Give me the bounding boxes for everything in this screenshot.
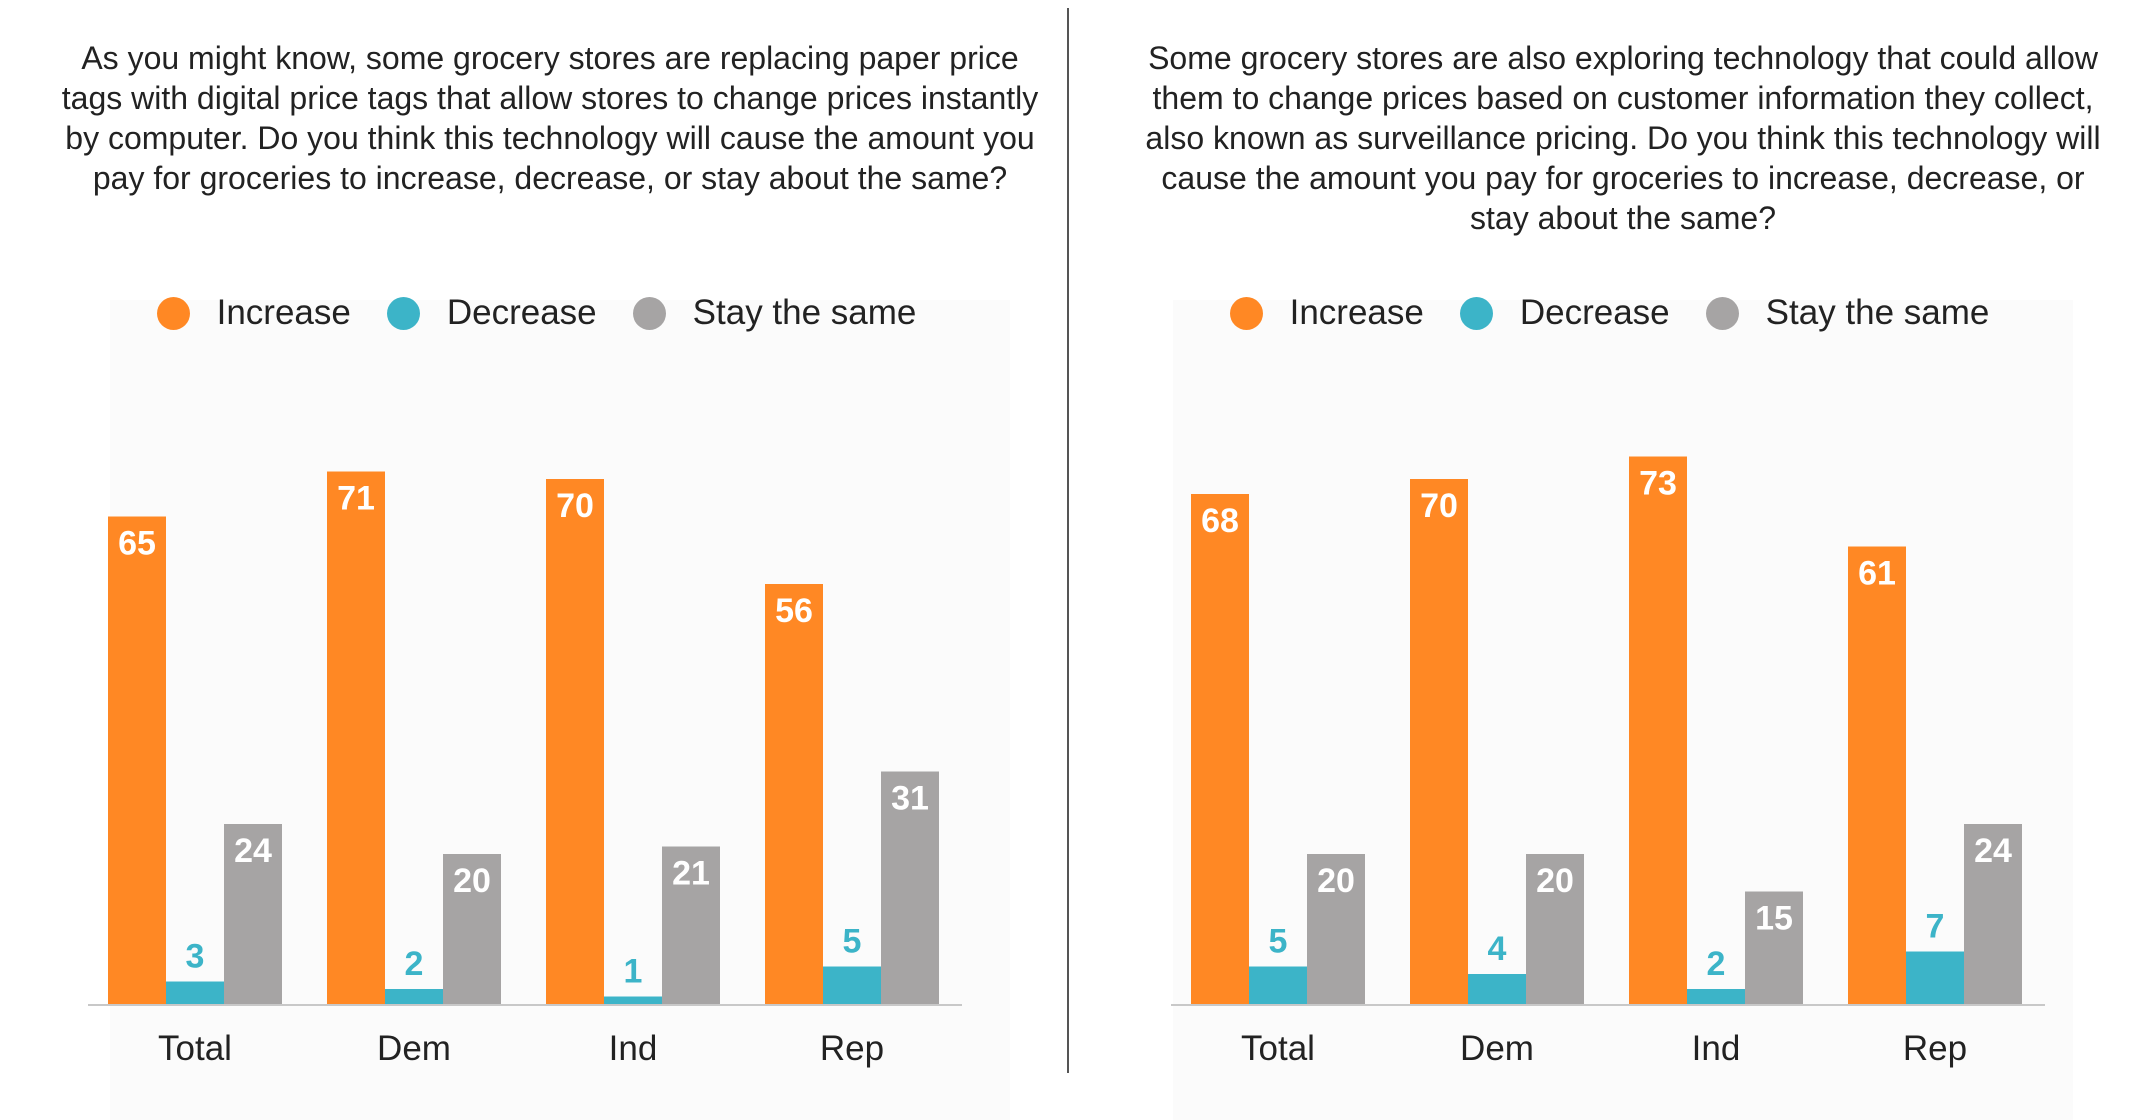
legend-label-decrease: Decrease: [446, 293, 597, 332]
legend-swatch-decrease: [1459, 296, 1493, 330]
data-label-decrease-ind: 1: [624, 953, 643, 991]
bar-decrease-dem: [385, 989, 443, 1004]
data-label-stay-the-same-dem: 20: [1536, 862, 1574, 900]
data-label-stay-the-same-ind: 15: [1755, 900, 1793, 938]
legend-label-stay-the-same: Stay the same: [692, 293, 917, 332]
category-label-ind: Ind: [609, 1029, 658, 1068]
category-label-total: Total: [158, 1029, 232, 1068]
bar-increase-dem: [1410, 479, 1468, 1004]
legend-label-increase: Increase: [1289, 293, 1424, 332]
chart-panel-left: As you might know, some grocery stores a…: [0, 40, 1073, 1068]
bar-stay-the-same-total: [1307, 854, 1365, 1004]
bar-increase-dem: [327, 471, 385, 1004]
legend-item-increase: Increase: [1229, 293, 1424, 333]
data-label-increase-total: 68: [1201, 502, 1239, 540]
bar-chart: 65 3 24 Total 71 2 20 Dem 70 1 21 Ind 56 5 31 Rep: [88, 471, 962, 1068]
bar-increase-total: [108, 516, 166, 1004]
category-label-ind: Ind: [1692, 1029, 1741, 1068]
chart-panel-right: Some grocery stores are also exploring t…: [1073, 0, 2146, 1120]
legend-swatch-stay-the-same: [632, 296, 666, 330]
data-label-increase-ind: 73: [1639, 465, 1677, 503]
legend-label-increase: Increase: [216, 293, 351, 332]
legend-swatch-increase: [156, 296, 190, 330]
category-label-dem: Dem: [1460, 1029, 1534, 1068]
chart-title: As you might know, some grocery stores a…: [61, 40, 1039, 196]
bar-decrease-dem: [1468, 974, 1526, 1004]
bar-increase-ind: [1629, 456, 1687, 1004]
data-label-stay-the-same-ind: 21: [672, 855, 710, 893]
bar-decrease-rep: [1906, 951, 1964, 1004]
data-label-increase-dem: 70: [1420, 487, 1458, 525]
legend-label-stay-the-same: Stay the same: [1765, 293, 1990, 332]
bar-increase-ind: [546, 479, 604, 1004]
data-label-stay-the-same-total: 20: [1317, 862, 1355, 900]
bar-stay-the-same-rep: [881, 771, 939, 1004]
category-label-dem: Dem: [377, 1029, 451, 1068]
legend-swatch-increase: [1229, 296, 1263, 330]
category-label-rep: Rep: [820, 1029, 884, 1068]
bar-increase-total: [1191, 494, 1249, 1004]
legend-item-decrease: Decrease: [386, 293, 597, 333]
data-label-increase-dem: 71: [337, 480, 375, 518]
bar-decrease-ind: [1687, 989, 1745, 1004]
data-label-decrease-total: 5: [1269, 923, 1288, 961]
bar-decrease-ind: [604, 996, 662, 1004]
legend-swatch-decrease: [386, 296, 420, 330]
panel-divider: [1067, 8, 1069, 1073]
data-label-increase-ind: 70: [556, 487, 594, 525]
chart-title: Some grocery stores are also exploring t…: [1145, 40, 2101, 236]
legend-label-decrease: Decrease: [1519, 293, 1670, 332]
data-label-increase-rep: 61: [1858, 555, 1896, 593]
legend-item-stay-the-same: Stay the same: [632, 293, 917, 333]
data-label-increase-rep: 56: [775, 592, 813, 630]
bar-chart: 68 5 20 Total 70 4 20 Dem 73 2 15 Ind 61 7 24 Rep: [1171, 456, 2045, 1068]
legend-item-decrease: Decrease: [1459, 293, 1670, 333]
bar-stay-the-same-rep: [1964, 824, 2022, 1004]
data-label-decrease-dem: 2: [405, 945, 424, 983]
bar-increase-rep: [765, 584, 823, 1004]
data-label-decrease-dem: 4: [1488, 930, 1507, 968]
bar-stay-the-same-total: [224, 824, 282, 1004]
data-label-stay-the-same-rep: 24: [1974, 832, 2012, 870]
data-label-increase-total: 65: [118, 525, 156, 563]
bar-increase-rep: [1848, 546, 1906, 1004]
category-label-rep: Rep: [1903, 1029, 1967, 1068]
data-label-decrease-rep: 7: [1926, 908, 1945, 946]
legend-swatch-stay-the-same: [1705, 296, 1739, 330]
data-label-stay-the-same-dem: 20: [453, 862, 491, 900]
data-label-stay-the-same-total: 24: [234, 832, 272, 870]
data-label-decrease-total: 3: [186, 938, 205, 976]
bar-decrease-rep: [823, 966, 881, 1004]
bar-stay-the-same-ind: [1745, 891, 1803, 1004]
data-label-decrease-ind: 2: [1707, 945, 1726, 983]
data-label-stay-the-same-rep: 31: [891, 780, 929, 818]
bar-stay-the-same-ind: [662, 846, 720, 1004]
bar-stay-the-same-dem: [1526, 854, 1584, 1004]
chart-legend: Increase Decrease Stay the same: [0, 293, 1073, 333]
bar-stay-the-same-dem: [443, 854, 501, 1004]
bar-decrease-total: [1249, 966, 1307, 1004]
category-label-total: Total: [1241, 1029, 1315, 1068]
bar-decrease-total: [166, 981, 224, 1004]
legend-item-increase: Increase: [156, 293, 351, 333]
data-label-decrease-rep: 5: [843, 923, 862, 961]
chart-legend: Increase Decrease Stay the same: [1073, 293, 2146, 333]
legend-item-stay-the-same: Stay the same: [1705, 293, 1990, 333]
